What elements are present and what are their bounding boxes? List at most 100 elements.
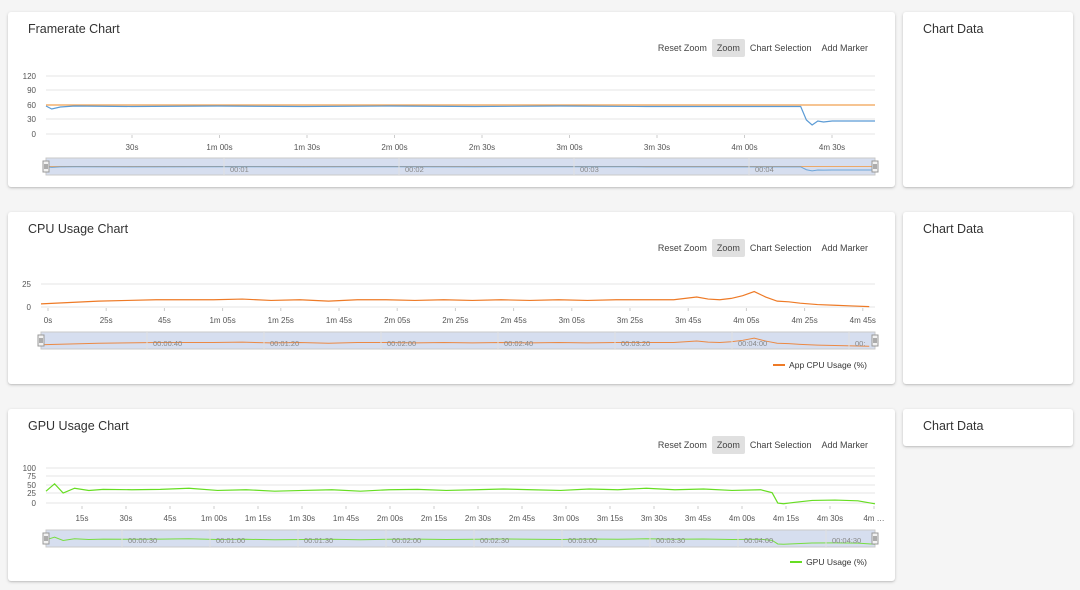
navigator-tick-label: 00:01:30 (304, 536, 333, 545)
x-tick-label: 2m 45s (500, 316, 526, 325)
y-tick-label: 25 (22, 280, 31, 289)
zoom-button[interactable]: Zoom (711, 39, 745, 57)
x-tick-label: 3m 30s (641, 514, 667, 523)
framerate-chart-plot[interactable]: 120 90 60 30 0 30s 1m 00s 1m 30s 2m 00s 2m 30s 3m … (8, 12, 895, 187)
navigator-right-handle[interactable] (871, 334, 879, 347)
navigator-tick-label: 00:04:30 (832, 536, 861, 545)
x-tick-label: 0s (44, 316, 52, 325)
legend-label: GPU Usage (%) (806, 557, 867, 567)
x-tick-label: 2m 30s (469, 143, 495, 152)
x-tick-label: 2m 30s (465, 514, 491, 523)
x-tick-label: 4m 15s (773, 514, 799, 523)
reset-zoom-button[interactable]: Reset Zoom (657, 243, 707, 253)
navigator-tick-label: 00:00:40 (153, 339, 182, 348)
legend-swatch (790, 561, 803, 563)
x-tick-label: 15s (76, 514, 89, 523)
y-tick-label: 60 (27, 101, 36, 110)
navigator-left-handle[interactable] (42, 160, 50, 173)
x-tick-label: 1m 15s (245, 514, 271, 523)
x-tick-label: 1m 45s (333, 514, 359, 523)
navigator-tick-label: 00:02:00 (387, 339, 416, 348)
chart-data-title: Chart Data (923, 419, 984, 433)
x-tick-label: 1m 05s (209, 316, 235, 325)
chart-toolbar: Reset Zoom Zoom Chart Selection Add Mark… (653, 436, 873, 454)
navigator-series-line (40, 337, 870, 347)
x-tick-label: 1m 30s (294, 143, 320, 152)
navigator-left-handle[interactable] (37, 334, 45, 347)
add-marker-button[interactable]: Add Marker (821, 440, 868, 450)
x-tick-label: 2m 00s (377, 514, 403, 523)
reset-zoom-button[interactable]: Reset Zoom (657, 43, 707, 53)
series-line (45, 105, 875, 126)
x-tick-label: 3m 25s (617, 316, 643, 325)
x-tick-label: 3m 45s (685, 514, 711, 523)
x-tick-label: 2m 25s (442, 316, 468, 325)
chart-title: GPU Usage Chart (28, 419, 129, 433)
y-tick-label: 75 (27, 472, 36, 481)
x-tick-label: 4m … (863, 514, 884, 523)
navigator-tick-label: 00:03:30 (656, 536, 685, 545)
x-tick-label: 4m 25s (791, 316, 817, 325)
framerate-chart-card: Framerate Chart Reset Zoom Zoom Chart Se… (8, 12, 895, 187)
navigator-right-handle[interactable] (871, 532, 879, 545)
navigator-tick-label: 00:01 (230, 165, 249, 174)
x-tick-label: 3m 00s (556, 143, 582, 152)
x-tick-label: 30s (120, 514, 133, 523)
x-tick-label: 2m 15s (421, 514, 447, 523)
navigator-series-line (45, 166, 875, 172)
cpu-chart-data-panel: Chart Data (903, 212, 1073, 384)
navigator-tick-label: 00:04:00 (738, 339, 767, 348)
x-tick-label: 1m 00s (201, 514, 227, 523)
series-line (40, 290, 870, 308)
reset-zoom-button[interactable]: Reset Zoom (657, 440, 707, 450)
zoom-button[interactable]: Zoom (711, 436, 745, 454)
x-tick-label: 4m 00s (729, 514, 755, 523)
zoom-button[interactable]: Zoom (711, 239, 745, 257)
x-tick-label: 4m 30s (819, 143, 845, 152)
chart-title: Framerate Chart (28, 22, 120, 36)
navigator-tick-label: 00:02:00 (392, 536, 421, 545)
cpu-chart-plot[interactable]: 25 0 0s 25s 45s 1m 05s 1m 25s 1m 45s 2m 05s 2m 25… (8, 212, 895, 384)
chart-selection-button[interactable]: Chart Selection (749, 243, 812, 253)
navigator-tick-label: 00:03 (580, 165, 599, 174)
y-tick-label: 25 (27, 489, 36, 498)
chart-selection-button[interactable]: Chart Selection (749, 43, 812, 53)
legend-swatch (773, 364, 786, 366)
navigator-tick-label: 00:03:20 (621, 339, 650, 348)
x-tick-label: 2m 05s (384, 316, 410, 325)
navigator-tick-label: 00:04 (755, 165, 774, 174)
add-marker-button[interactable]: Add Marker (821, 43, 868, 53)
y-tick-label: 90 (27, 86, 36, 95)
x-tick-label: 1m 25s (268, 316, 294, 325)
navigator-left-handle[interactable] (42, 532, 50, 545)
framerate-chart-data-panel: Chart Data (903, 12, 1073, 187)
chart-toolbar: Reset Zoom Zoom Chart Selection Add Mark… (653, 239, 873, 257)
x-tick-label: 3m 45s (675, 316, 701, 325)
y-tick-label: 0 (32, 130, 37, 139)
x-tick-label: 1m 30s (289, 514, 315, 523)
gpu-chart-card: GPU Usage Chart Reset Zoom Zoom Chart Se… (8, 409, 895, 581)
x-tick-label: 1m 45s (326, 316, 352, 325)
chart-legend[interactable]: GPU Usage (%) (790, 557, 867, 567)
chart-data-title: Chart Data (923, 222, 984, 236)
gpu-chart-data-panel: Chart Data (903, 409, 1073, 446)
y-tick-label: 0 (27, 303, 32, 312)
x-tick-label: 1m 00s (206, 143, 232, 152)
add-marker-button[interactable]: Add Marker (821, 243, 868, 253)
chart-selection-button[interactable]: Chart Selection (749, 440, 812, 450)
x-tick-label: 2m 45s (509, 514, 535, 523)
navigator-tick-label: 00:02:30 (480, 536, 509, 545)
navigator-right-handle[interactable] (871, 160, 879, 173)
navigator-tick-label: 00:02 (405, 165, 424, 174)
chart-legend[interactable]: App CPU Usage (%) (773, 360, 867, 370)
x-tick-label: 45s (158, 316, 171, 325)
navigator-tick-label: 00:01:00 (216, 536, 245, 545)
series-line (45, 482, 876, 505)
navigator-tick-label: 00:01:20 (270, 339, 299, 348)
x-tick-label: 3m 05s (559, 316, 585, 325)
x-tick-label: 2m 00s (381, 143, 407, 152)
chart-toolbar: Reset Zoom Zoom Chart Selection Add Mark… (653, 39, 873, 57)
navigator-series-line (45, 536, 876, 545)
legend-label: App CPU Usage (%) (789, 360, 867, 370)
